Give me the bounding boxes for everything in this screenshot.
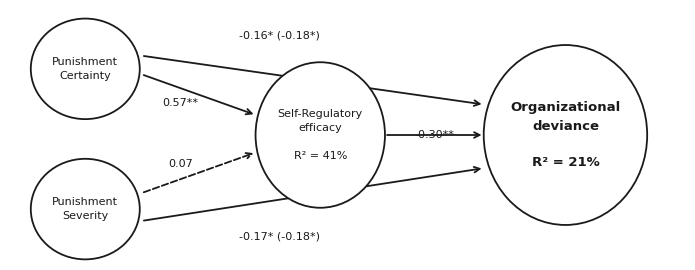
Text: Organizational
deviance

R² = 21%: Organizational deviance R² = 21% — [510, 102, 621, 168]
Text: -0.16* (-0.18*): -0.16* (-0.18*) — [239, 31, 320, 41]
Ellipse shape — [31, 159, 140, 259]
Text: Punishment
Certainty: Punishment Certainty — [52, 57, 118, 81]
Text: Punishment
Severity: Punishment Severity — [52, 197, 118, 221]
Ellipse shape — [484, 45, 647, 225]
Text: Self-Regulatory
efficacy

R² = 41%: Self-Regulatory efficacy R² = 41% — [277, 109, 363, 161]
Text: 0.07: 0.07 — [168, 159, 193, 169]
Text: -0.30**: -0.30** — [415, 130, 455, 140]
Ellipse shape — [256, 62, 385, 208]
Text: 0.57**: 0.57** — [163, 98, 199, 108]
Ellipse shape — [31, 19, 140, 119]
Text: -0.17* (-0.18*): -0.17* (-0.18*) — [239, 232, 320, 242]
